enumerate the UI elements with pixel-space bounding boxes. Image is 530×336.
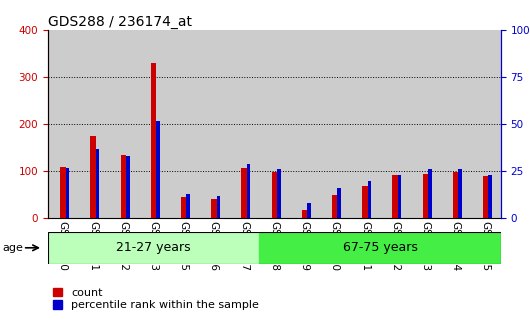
- Bar: [392, 175, 398, 218]
- Bar: [453, 172, 458, 218]
- Bar: [307, 203, 311, 218]
- Text: GDS288 / 236174_at: GDS288 / 236174_at: [48, 15, 192, 29]
- Bar: [90, 136, 96, 218]
- Bar: [398, 175, 401, 218]
- Text: 67-75 years: 67-75 years: [342, 241, 418, 254]
- Bar: [229, 30, 259, 218]
- Bar: [48, 232, 259, 264]
- Bar: [60, 167, 66, 218]
- Bar: [48, 30, 78, 218]
- Bar: [422, 174, 428, 218]
- Bar: [138, 30, 169, 218]
- Bar: [187, 194, 190, 218]
- Bar: [362, 186, 368, 218]
- Bar: [181, 197, 187, 218]
- Bar: [320, 30, 350, 218]
- Bar: [380, 30, 410, 218]
- Bar: [241, 168, 247, 218]
- Bar: [289, 30, 320, 218]
- Bar: [108, 30, 138, 218]
- Bar: [302, 210, 307, 218]
- Bar: [368, 181, 371, 218]
- Bar: [247, 164, 250, 218]
- Bar: [156, 121, 160, 218]
- Text: 21-27 years: 21-27 years: [116, 241, 191, 254]
- Bar: [169, 30, 199, 218]
- Bar: [126, 156, 129, 218]
- Bar: [350, 30, 380, 218]
- Legend: count, percentile rank within the sample: count, percentile rank within the sample: [53, 288, 259, 310]
- Bar: [120, 155, 126, 218]
- Bar: [277, 169, 280, 218]
- Bar: [66, 168, 69, 218]
- Bar: [410, 30, 440, 218]
- Bar: [332, 195, 338, 218]
- Bar: [78, 30, 108, 218]
- Text: age: age: [3, 243, 23, 253]
- Bar: [96, 149, 99, 218]
- Bar: [483, 176, 489, 218]
- Bar: [471, 30, 501, 218]
- Bar: [259, 30, 289, 218]
- Bar: [199, 30, 229, 218]
- Bar: [217, 196, 220, 218]
- Bar: [271, 172, 277, 218]
- Bar: [338, 188, 341, 218]
- Bar: [259, 232, 501, 264]
- Bar: [428, 169, 431, 218]
- Bar: [440, 30, 471, 218]
- Bar: [211, 199, 217, 218]
- Bar: [458, 169, 462, 218]
- Bar: [489, 175, 492, 218]
- Bar: [151, 63, 156, 218]
